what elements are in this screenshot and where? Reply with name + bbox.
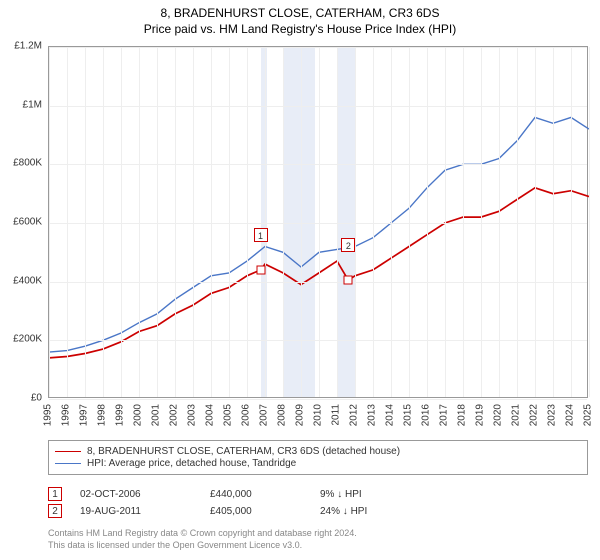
- x-tick: 2015: [403, 404, 414, 426]
- x-tick: 2000: [133, 404, 144, 426]
- chart-title: 8, BRADENHURST CLOSE, CATERHAM, CR3 6DS: [0, 6, 600, 20]
- x-tick: 1995: [43, 404, 54, 426]
- legend-item: 8, BRADENHURST CLOSE, CATERHAM, CR3 6DS …: [55, 446, 581, 457]
- footer-line-2: This data is licensed under the Open Gov…: [48, 540, 588, 552]
- x-tick: 2002: [169, 404, 180, 426]
- x-tick: 2025: [583, 404, 594, 426]
- x-tick: 2014: [385, 404, 396, 426]
- x-tick: 2024: [565, 404, 576, 426]
- x-tick: 1998: [97, 404, 108, 426]
- x-tick: 2007: [259, 404, 270, 426]
- tx-marker-label-1: 1: [254, 228, 268, 242]
- y-tick: £0: [31, 393, 42, 404]
- tx-marker-label-2: 2: [341, 238, 355, 252]
- x-tick: 1999: [115, 404, 126, 426]
- tx-num: 2: [48, 504, 62, 518]
- y-tick: £1M: [23, 99, 42, 110]
- x-axis: 1995199619971998199920002001200220032004…: [48, 400, 588, 436]
- tx-num: 1: [48, 487, 62, 501]
- x-tick: 2022: [529, 404, 540, 426]
- x-tick: 1997: [79, 404, 90, 426]
- x-tick: 2019: [475, 404, 486, 426]
- x-tick: 1996: [61, 404, 72, 426]
- x-tick: 2020: [493, 404, 504, 426]
- legend-item: HPI: Average price, detached house, Tand…: [55, 458, 581, 469]
- tx-price: £405,000: [210, 506, 320, 517]
- x-tick: 2001: [151, 404, 162, 426]
- x-tick: 2021: [511, 404, 522, 426]
- legend: 8, BRADENHURST CLOSE, CATERHAM, CR3 6DS …: [48, 440, 588, 475]
- tx-pct: 9% ↓ HPI: [320, 489, 362, 500]
- chart-subtitle: Price paid vs. HM Land Registry's House …: [0, 22, 600, 36]
- tx-marker-1: [256, 265, 265, 274]
- x-tick: 2011: [331, 404, 342, 426]
- tx-date: 19-AUG-2011: [80, 506, 210, 517]
- x-tick: 2010: [313, 404, 324, 426]
- legend-label: 8, BRADENHURST CLOSE, CATERHAM, CR3 6DS …: [87, 446, 400, 457]
- x-tick: 2018: [457, 404, 468, 426]
- y-axis: £0£200K£400K£600K£800K£1M£1.2M: [0, 46, 46, 398]
- y-tick: £200K: [13, 334, 42, 345]
- tx-row: 2 19-AUG-2011£405,00024% ↓ HPI: [48, 504, 588, 518]
- transactions-table: 1 02-OCT-2006£440,0009% ↓ HPI 2 19-AUG-2011…: [48, 484, 588, 521]
- legend-label: HPI: Average price, detached house, Tand…: [87, 458, 296, 469]
- tx-date: 02-OCT-2006: [80, 489, 210, 500]
- footer-line-1: Contains HM Land Registry data © Crown c…: [48, 528, 588, 540]
- tx-row: 1 02-OCT-2006£440,0009% ↓ HPI: [48, 487, 588, 501]
- x-tick: 2003: [187, 404, 198, 426]
- y-tick: £800K: [13, 158, 42, 169]
- x-tick: 2013: [367, 404, 378, 426]
- x-tick: 2012: [349, 404, 360, 426]
- y-tick: £600K: [13, 217, 42, 228]
- tx-price: £440,000: [210, 489, 320, 500]
- x-tick: 2017: [439, 404, 450, 426]
- x-tick: 2005: [223, 404, 234, 426]
- x-tick: 2008: [277, 404, 288, 426]
- x-tick: 2004: [205, 404, 216, 426]
- legend-swatch: [55, 463, 81, 464]
- legend-swatch: [55, 451, 81, 452]
- footer: Contains HM Land Registry data © Crown c…: [48, 528, 588, 551]
- plot-area: 12: [48, 46, 588, 398]
- x-tick: 2009: [295, 404, 306, 426]
- x-tick: 2023: [547, 404, 558, 426]
- x-tick: 2016: [421, 404, 432, 426]
- line-layer: [49, 47, 587, 397]
- y-tick: £1.2M: [14, 41, 42, 52]
- x-tick: 2006: [241, 404, 252, 426]
- y-tick: £400K: [13, 275, 42, 286]
- tx-pct: 24% ↓ HPI: [320, 506, 367, 517]
- tx-marker-2: [344, 276, 353, 285]
